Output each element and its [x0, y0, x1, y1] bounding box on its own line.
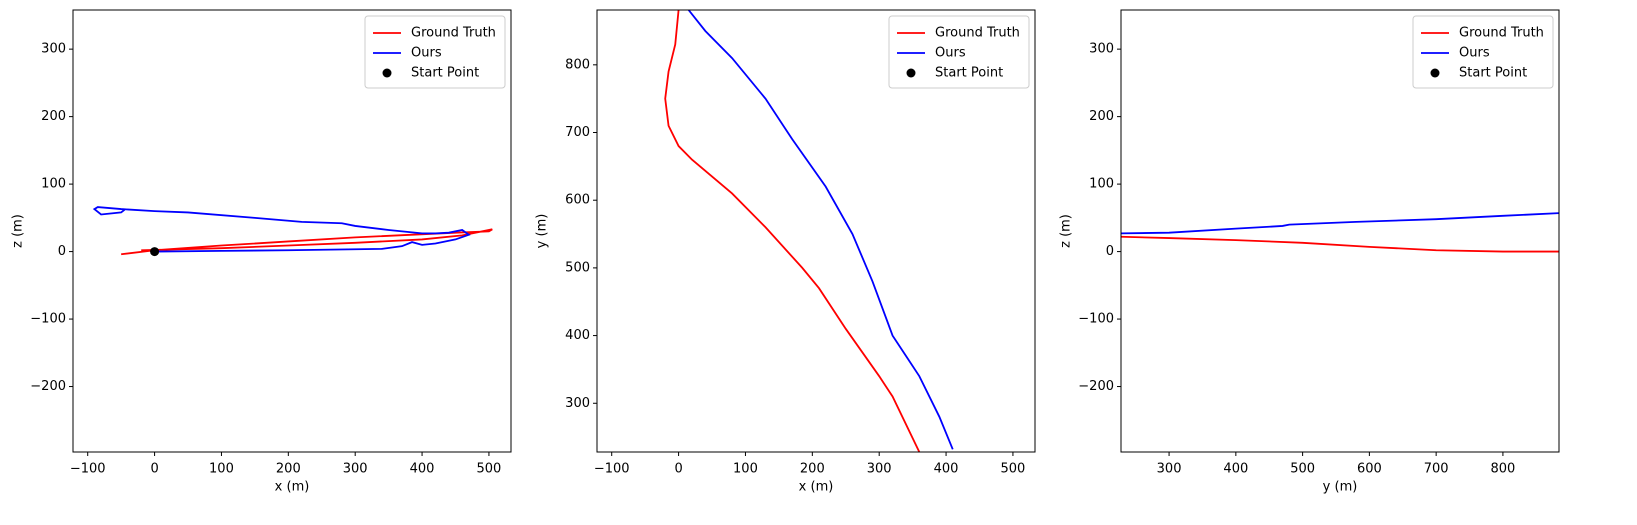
y-tick-label: 300	[1089, 42, 1114, 57]
series-line	[1121, 212, 1559, 235]
x-tick-label: 500	[1290, 462, 1315, 477]
x-tick-label: 400	[1223, 462, 1248, 477]
x-tick-label: 300	[343, 462, 368, 477]
axes-frame	[72, 9, 512, 453]
y-tick-label: 100	[1089, 177, 1114, 192]
y-tick-label: −100	[30, 312, 66, 327]
legend-label: Start Point	[1459, 66, 1527, 81]
series-line	[121, 228, 493, 256]
legend	[888, 15, 1030, 89]
y-tick-label: −100	[1078, 312, 1114, 327]
legend-label: Start Point	[411, 66, 479, 81]
y-tick-label: 200	[41, 109, 66, 124]
x-tick-label: 100	[733, 462, 758, 477]
y-tick-label: −200	[1078, 379, 1114, 394]
plot-area	[92, 206, 493, 257]
x-tick-label: 400	[410, 462, 435, 477]
legend-label: Start Point	[935, 66, 1003, 81]
x-tick-label: 600	[1357, 462, 1382, 477]
x-tick-label: 200	[276, 462, 301, 477]
legend	[1412, 15, 1554, 89]
x-tick-label: 200	[800, 462, 825, 477]
x-tick-label: −100	[594, 462, 630, 477]
x-tick-label: 100	[209, 462, 234, 477]
series-line	[687, 10, 954, 450]
series-line	[1121, 235, 1559, 253]
start-point	[150, 247, 160, 257]
legend	[364, 15, 506, 89]
y-tick-label: 200	[1089, 109, 1114, 124]
legend-label: Ground Truth	[1459, 26, 1544, 41]
x-tick-label: −100	[70, 462, 106, 477]
axes-frame	[596, 9, 1036, 453]
x-axis-label: x (m)	[275, 480, 310, 495]
series-line	[92, 206, 471, 253]
y-axis-label: y (m)	[535, 214, 550, 249]
x-tick-label: 0	[674, 462, 682, 477]
y-axis-label: z (m)	[1059, 214, 1074, 248]
legend-label: Ours	[1459, 46, 1490, 61]
series-line	[664, 10, 921, 452]
x-tick-label: 800	[1491, 462, 1516, 477]
plot-area	[1121, 212, 1559, 253]
x-axis-label: x (m)	[799, 480, 834, 495]
y-tick-label: 800	[565, 57, 590, 72]
y-tick-label: 100	[41, 177, 66, 192]
y-axis-label: z (m)	[11, 214, 26, 248]
x-tick-label: 700	[1424, 462, 1449, 477]
legend-label: Ours	[935, 46, 966, 61]
x-axis-label: y (m)	[1323, 480, 1358, 495]
x-tick-label: 0	[150, 462, 158, 477]
y-tick-label: 300	[41, 42, 66, 57]
x-tick-label: 300	[867, 462, 892, 477]
legend-marker	[906, 68, 916, 78]
y-tick-label: 0	[1106, 244, 1114, 259]
legend-marker	[1430, 68, 1440, 78]
y-tick-label: 500	[565, 260, 590, 275]
legend-label: Ground Truth	[935, 26, 1020, 41]
y-tick-label: 600	[565, 193, 590, 208]
x-tick-label: 400	[934, 462, 959, 477]
y-tick-label: 0	[58, 244, 66, 259]
y-tick-label: 300	[565, 396, 590, 411]
x-tick-label: 500	[477, 462, 502, 477]
plot-area	[664, 10, 954, 452]
y-tick-label: 700	[565, 125, 590, 140]
legend-marker	[382, 68, 392, 78]
y-tick-label: −200	[30, 379, 66, 394]
x-tick-label: 500	[1001, 462, 1026, 477]
legend-label: Ours	[411, 46, 442, 61]
x-tick-label: 300	[1157, 462, 1182, 477]
y-tick-label: 400	[565, 328, 590, 343]
legend-label: Ground Truth	[411, 26, 496, 41]
axes-frame	[1120, 9, 1560, 453]
